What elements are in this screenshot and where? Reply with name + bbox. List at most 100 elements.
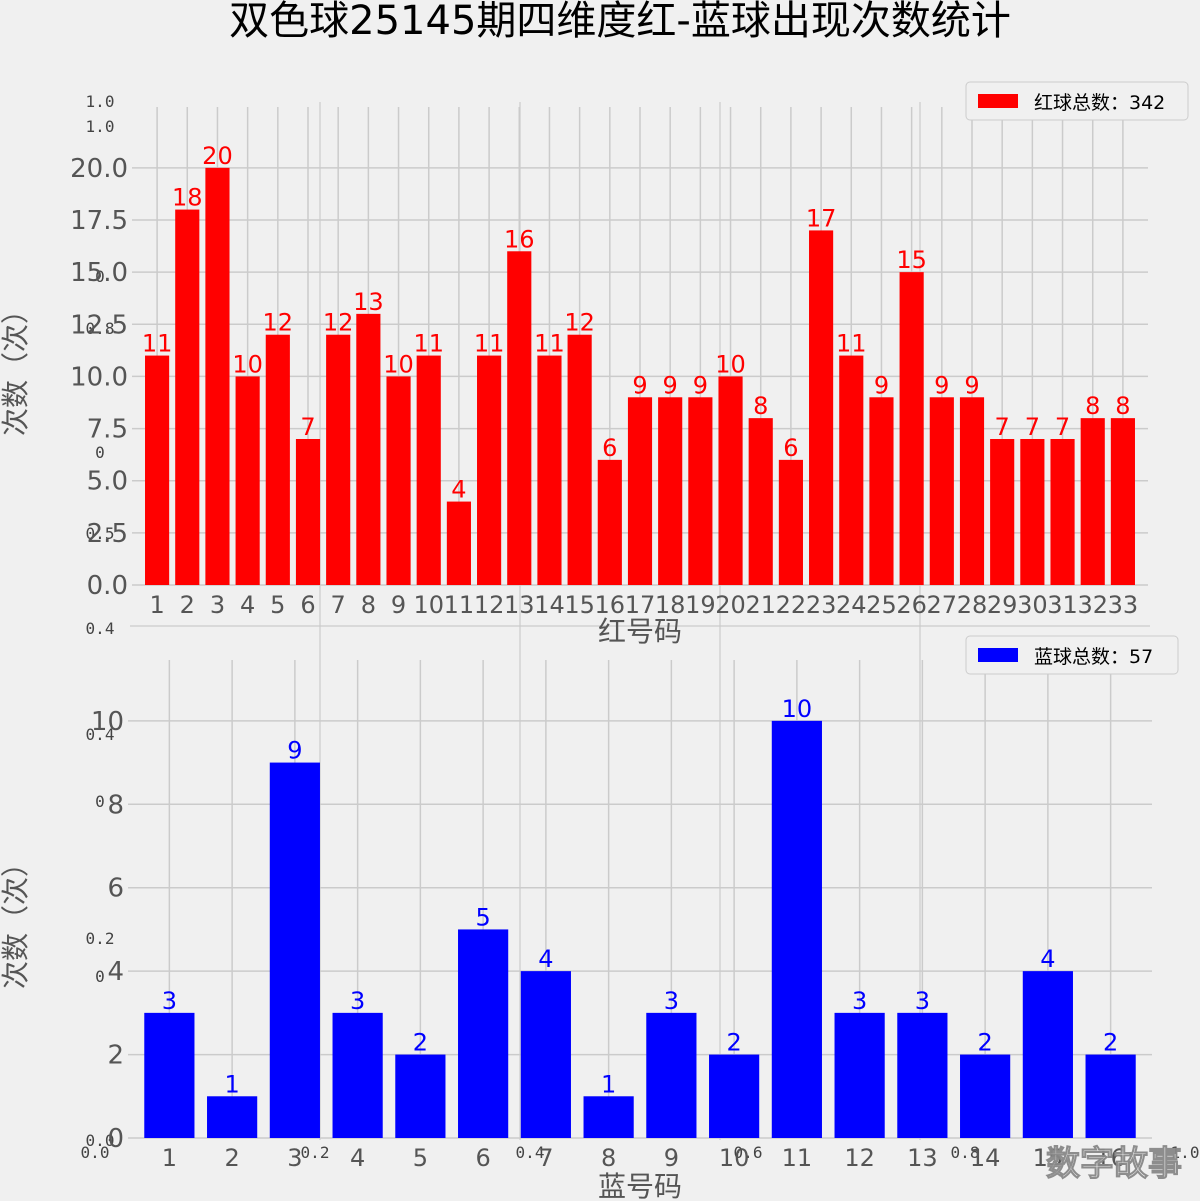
legend-box — [965, 635, 1179, 675]
x-tick-label: 24 — [836, 591, 867, 619]
bar-value-label: 9 — [934, 371, 949, 399]
x-tick-label: 26 — [896, 591, 927, 619]
bar — [899, 272, 924, 585]
bar — [386, 376, 411, 585]
overlay-y-tick-label: 0.5 — [86, 524, 115, 543]
bar-value-label: 7 — [995, 413, 1010, 441]
x-tick-label: 11 — [782, 1144, 813, 1172]
bar-value-label: 15 — [896, 246, 927, 274]
bar-value-label: 16 — [504, 225, 535, 253]
x-tick-label: 16 — [595, 591, 626, 619]
x-tick-label: 6 — [300, 591, 315, 619]
bar-value-label: 2 — [977, 1029, 992, 1057]
bar — [1085, 1054, 1136, 1138]
y-tick-label: 2 — [107, 1041, 124, 1071]
x-tick-label: 6 — [475, 1144, 490, 1172]
legend-swatch — [978, 94, 1018, 108]
bar-value-label: 12 — [263, 309, 294, 337]
bar — [990, 439, 1015, 585]
legend-swatch — [978, 648, 1018, 662]
overlay-y-tick-label: 0.0 — [86, 1131, 115, 1150]
bar — [458, 929, 509, 1138]
bar — [583, 1096, 634, 1138]
bar-value-label: 1 — [224, 1070, 239, 1098]
x-tick-label: 5 — [270, 591, 285, 619]
bar — [718, 376, 743, 585]
overlay-y-tick-label: 0 — [95, 267, 105, 286]
bar — [1110, 418, 1135, 585]
y-tick-label: 10 — [91, 707, 124, 737]
bar — [332, 1012, 383, 1138]
bar-value-label: 8 — [753, 392, 768, 420]
bar-value-label: 18 — [172, 184, 203, 212]
y-tick-label: 15.0 — [70, 258, 128, 288]
y-tick-label: 10.0 — [70, 362, 128, 392]
x-tick-label: 2 — [224, 1144, 239, 1172]
overlay-y-tick-label: 0 — [95, 792, 105, 811]
bar — [269, 762, 320, 1138]
x-tick-label: 11 — [444, 591, 475, 619]
bar-value-label: 1 — [601, 1070, 616, 1098]
bar — [520, 971, 571, 1138]
bar-value-label: 3 — [350, 987, 365, 1015]
bar — [537, 355, 562, 585]
bar — [356, 313, 381, 585]
bar-value-label: 9 — [874, 371, 889, 399]
bar-value-label: 10 — [383, 350, 414, 378]
overlay-y-tick-label: 1.0 — [86, 92, 115, 111]
bar-value-label: 12 — [564, 309, 595, 337]
x-tick-label: 17 — [625, 591, 656, 619]
x-tick-label: 4 — [350, 1144, 365, 1172]
x-tick-label: 7 — [538, 1144, 553, 1172]
overlay-y-tick-label: 1.0 — [86, 117, 115, 136]
x-axis-label: 蓝号码 — [598, 1170, 682, 1201]
bar-value-label: 4 — [451, 476, 466, 504]
x-tick-label: 14 — [534, 591, 565, 619]
bar — [834, 1012, 885, 1138]
watermark: 数字故事 — [1046, 1144, 1182, 1184]
bar-value-label: 8 — [1115, 392, 1130, 420]
x-tick-label: 23 — [806, 591, 837, 619]
bar — [646, 1012, 697, 1138]
legend-box — [965, 81, 1189, 121]
bar — [1050, 439, 1075, 585]
x-tick-label: 14 — [970, 1144, 1001, 1172]
overlay-x-tick-label: 0.8 — [951, 1143, 980, 1162]
bar — [395, 1054, 446, 1138]
bar-value-label: 10 — [232, 350, 263, 378]
overlay-x-tick-label: 0.6 — [734, 1143, 763, 1162]
bar — [1020, 439, 1045, 585]
bar — [809, 230, 834, 585]
overlay-x-tick-label: 0.2 — [301, 1143, 330, 1162]
overlay-y-tick-label: 0.4 — [86, 725, 115, 744]
x-tick-label: 28 — [957, 591, 988, 619]
bar-value-label: 9 — [632, 371, 647, 399]
overlay-x-tick-label: 1.0 — [1171, 1143, 1200, 1162]
bar — [567, 334, 592, 585]
x-tick-label: 15 — [1033, 1144, 1064, 1172]
y-tick-label: 12.5 — [70, 310, 128, 340]
overlay-x-tick-label: 0.4 — [516, 1143, 545, 1162]
blue-ball-chart: 0246810311293342556471839210101131231321… — [0, 635, 1179, 1201]
bar — [235, 376, 260, 585]
legend: 红球总数：342 — [965, 81, 1189, 121]
bar — [658, 397, 683, 585]
bar — [416, 355, 441, 585]
bar-value-label: 3 — [162, 987, 177, 1015]
x-tick-label: 19 — [685, 591, 716, 619]
bar-value-label: 2 — [1103, 1029, 1118, 1057]
bar-value-label: 8 — [1085, 392, 1100, 420]
bar-value-label: 6 — [602, 434, 617, 462]
x-tick-label: 32 — [1077, 591, 1108, 619]
x-tick-label: 8 — [601, 1144, 616, 1172]
legend-label: 蓝球总数：57 — [1034, 646, 1153, 668]
bar-value-label: 6 — [783, 434, 798, 462]
bar-value-label: 12 — [323, 309, 354, 337]
bar — [627, 397, 653, 585]
bar-value-label: 11 — [474, 330, 505, 358]
bar — [748, 418, 773, 585]
legend-label: 红球总数：342 — [1034, 92, 1165, 114]
legend: 蓝球总数：57 — [965, 635, 1179, 675]
x-tick-label: 7 — [331, 591, 346, 619]
